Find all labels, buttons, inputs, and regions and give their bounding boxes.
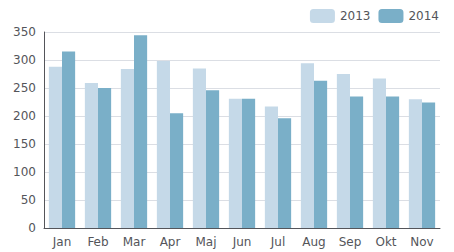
svg-text:Aug: Aug xyxy=(302,235,325,249)
svg-text:Okt: Okt xyxy=(375,235,396,249)
svg-text:Maj: Maj xyxy=(195,235,216,249)
svg-text:100: 100 xyxy=(13,165,36,179)
svg-text:50: 50 xyxy=(21,193,36,207)
svg-text:Sep: Sep xyxy=(339,235,362,249)
svg-text:300: 300 xyxy=(13,53,36,67)
svg-text:150: 150 xyxy=(13,137,36,151)
svg-text:Jul: Jul xyxy=(270,235,285,249)
svg-text:Jan: Jan xyxy=(52,235,72,249)
svg-text:200: 200 xyxy=(13,109,36,123)
svg-text:Feb: Feb xyxy=(87,235,108,249)
svg-text:250: 250 xyxy=(13,81,36,95)
svg-text:Jun: Jun xyxy=(232,235,252,249)
svg-text:Apr: Apr xyxy=(160,235,181,249)
svg-text:350: 350 xyxy=(13,25,36,39)
svg-text:0: 0 xyxy=(28,221,36,235)
svg-text:Mar: Mar xyxy=(123,235,146,249)
svg-text:Nov: Nov xyxy=(410,235,433,249)
svg-text:2013: 2013 xyxy=(340,9,371,23)
svg-text:2014: 2014 xyxy=(408,9,439,23)
